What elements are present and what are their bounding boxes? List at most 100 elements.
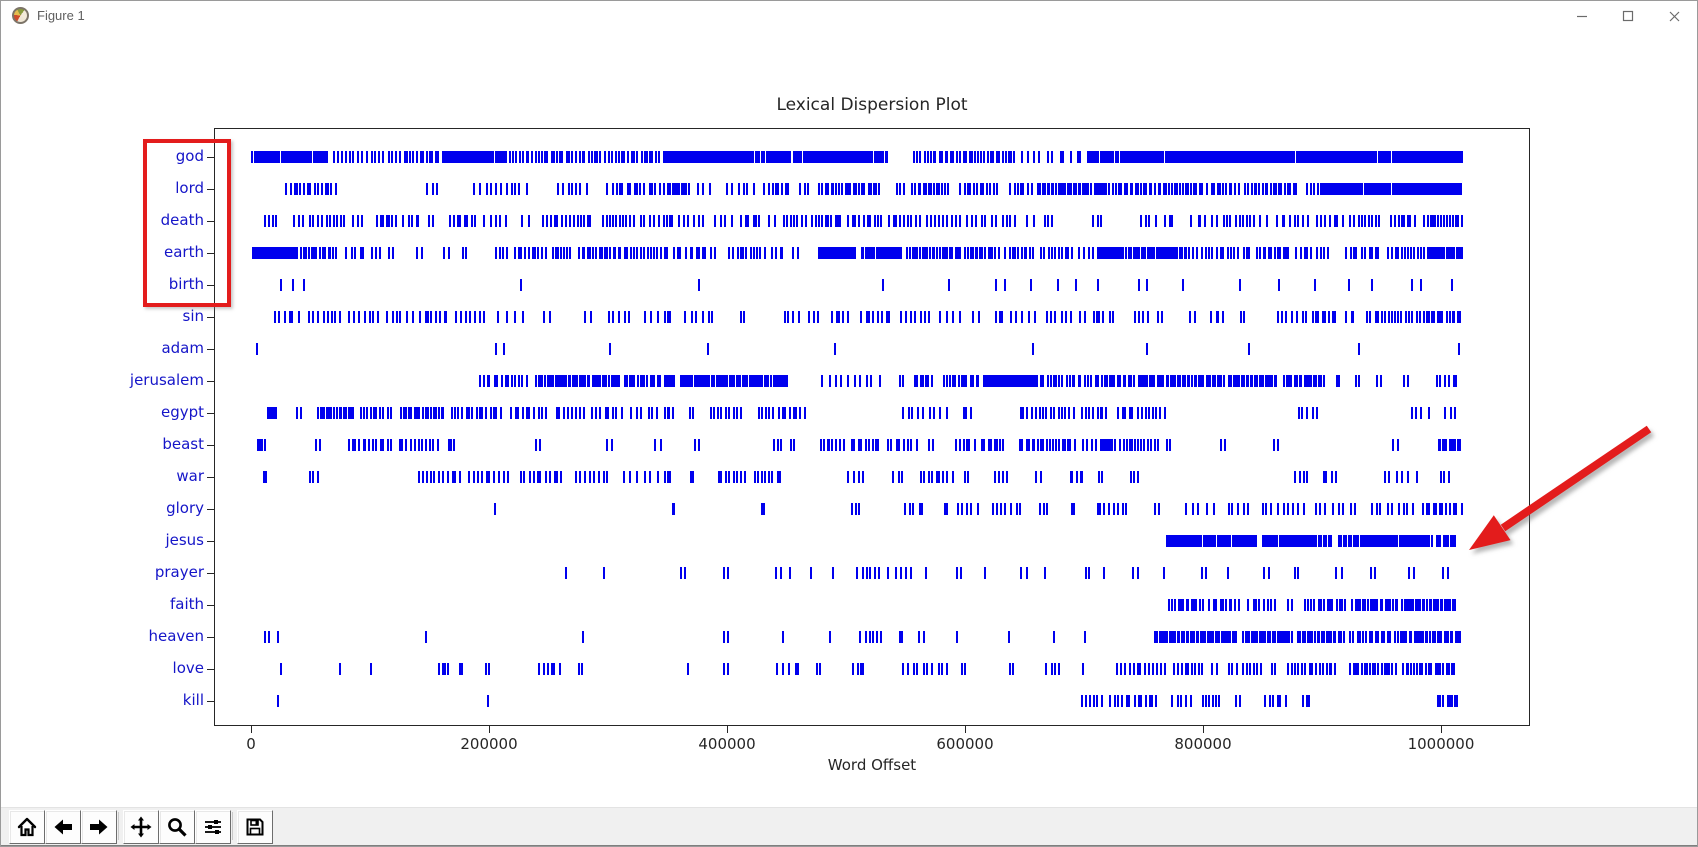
zoom-button[interactable] <box>159 810 195 844</box>
dispersion-mark <box>1115 151 1118 163</box>
dispersion-mark <box>1119 151 1122 163</box>
dispersion-mark <box>1210 183 1213 195</box>
dispersion-mark <box>825 215 828 227</box>
dispersion-mark <box>1101 439 1104 451</box>
dispersion-mark <box>1021 439 1024 451</box>
dispersion-mark <box>1224 151 1227 163</box>
dispersion-mark <box>694 375 697 387</box>
dispersion-mark <box>849 183 852 195</box>
maximize-button[interactable] <box>1605 1 1651 31</box>
save-button[interactable] <box>237 810 273 844</box>
dispersion-mark <box>1097 279 1100 291</box>
dispersion-mark <box>371 311 374 323</box>
pan-button[interactable] <box>123 810 159 844</box>
dispersion-mark <box>1042 439 1045 451</box>
figure-canvas[interactable]: Lexical Dispersion Plot god lord death eart… <box>1 31 1697 807</box>
dispersion-mark <box>402 407 405 419</box>
dispersion-mark <box>745 247 748 259</box>
dispersion-mark <box>590 151 593 163</box>
dispersion-mark <box>1302 631 1305 643</box>
close-button[interactable] <box>1651 1 1697 31</box>
dispersion-mark <box>1000 503 1003 515</box>
maximize-icon <box>1622 10 1634 22</box>
forward-button[interactable] <box>81 810 117 844</box>
dispersion-mark <box>424 311 427 323</box>
dispersion-mark <box>990 151 993 163</box>
dispersion-mark <box>1307 599 1310 611</box>
dispersion-mark <box>1396 599 1399 611</box>
dispersion-mark <box>1299 247 1302 259</box>
dispersion-mark <box>1282 247 1285 259</box>
dispersion-mark <box>1205 503 1208 515</box>
dispersion-mark <box>382 151 385 163</box>
dispersion-mark <box>987 375 990 387</box>
dispersion-mark <box>1310 663 1313 675</box>
dispersion-mark <box>872 183 875 195</box>
dispersion-mark <box>949 375 951 387</box>
back-button[interactable] <box>45 810 81 844</box>
dispersion-mark <box>1193 663 1196 675</box>
title-bar[interactable]: Figure 1 <box>1 1 1697 31</box>
dispersion-mark <box>1367 599 1369 611</box>
home-button[interactable] <box>9 810 45 844</box>
dispersion-mark <box>1329 631 1332 643</box>
dispersion-mark <box>1251 151 1254 163</box>
dispersion-mark <box>1321 183 1324 195</box>
dispersion-mark <box>1424 631 1427 643</box>
dispersion-mark <box>1229 215 1231 227</box>
dispersion-mark <box>656 407 659 419</box>
dispersion-mark <box>534 247 536 259</box>
dispersion-mark <box>725 183 728 195</box>
dispersion-mark <box>541 151 544 163</box>
dispersion-mark <box>483 215 486 227</box>
dispersion-mark <box>717 151 720 163</box>
dispersion-mark <box>1434 663 1437 675</box>
dispersion-mark <box>421 471 424 483</box>
dispersion-mark <box>460 407 463 419</box>
dispersion-mark <box>673 375 676 387</box>
dispersion-mark <box>365 151 368 163</box>
dispersion-mark <box>1276 535 1278 547</box>
dispersion-mark <box>969 183 972 195</box>
dispersion-mark <box>1421 183 1424 195</box>
dispersion-mark <box>1163 663 1166 675</box>
dispersion-mark <box>777 183 780 195</box>
dispersion-mark <box>1154 215 1157 227</box>
matplotlib-icon <box>12 7 29 24</box>
dispersion-mark <box>1123 375 1126 387</box>
dispersion-mark <box>1428 599 1431 611</box>
dispersion-mark <box>804 215 807 227</box>
dispersion-mark <box>1419 599 1421 611</box>
dispersion-mark <box>1078 247 1081 259</box>
dispersion-mark <box>724 407 727 419</box>
dispersion-mark <box>659 375 662 387</box>
dispersion-mark <box>1210 631 1213 643</box>
dispersion-mark <box>665 215 668 227</box>
dispersion-mark <box>575 407 578 419</box>
dispersion-mark <box>849 247 852 259</box>
minimize-button[interactable] <box>1559 1 1605 31</box>
dispersion-mark <box>283 311 286 323</box>
xtick-label-800000: 800000 <box>1174 735 1232 753</box>
dispersion-mark <box>1379 535 1382 547</box>
dispersion-mark <box>1216 631 1219 643</box>
dispersion-mark <box>1386 535 1389 547</box>
dispersion-mark <box>1031 439 1034 451</box>
dispersion-mark <box>1273 599 1276 611</box>
dispersion-mark <box>1406 247 1409 259</box>
dispersion-mark <box>1108 375 1111 387</box>
dispersion-mark <box>906 663 909 675</box>
dispersion-mark <box>1034 375 1037 387</box>
dispersion-mark <box>1229 535 1232 547</box>
dispersion-mark <box>1202 599 1205 611</box>
dispersion-mark <box>1100 151 1103 163</box>
ytick-mark <box>207 253 214 254</box>
dispersion-mark <box>1031 343 1034 355</box>
dispersion-mark <box>1399 151 1402 163</box>
configure-subplots-button[interactable] <box>195 810 231 844</box>
dispersion-mark <box>1439 695 1442 707</box>
dispersion-mark <box>1012 375 1015 387</box>
dispersion-mark <box>1342 535 1345 547</box>
dispersion-mark <box>1437 439 1440 451</box>
dispersion-mark <box>792 247 795 259</box>
